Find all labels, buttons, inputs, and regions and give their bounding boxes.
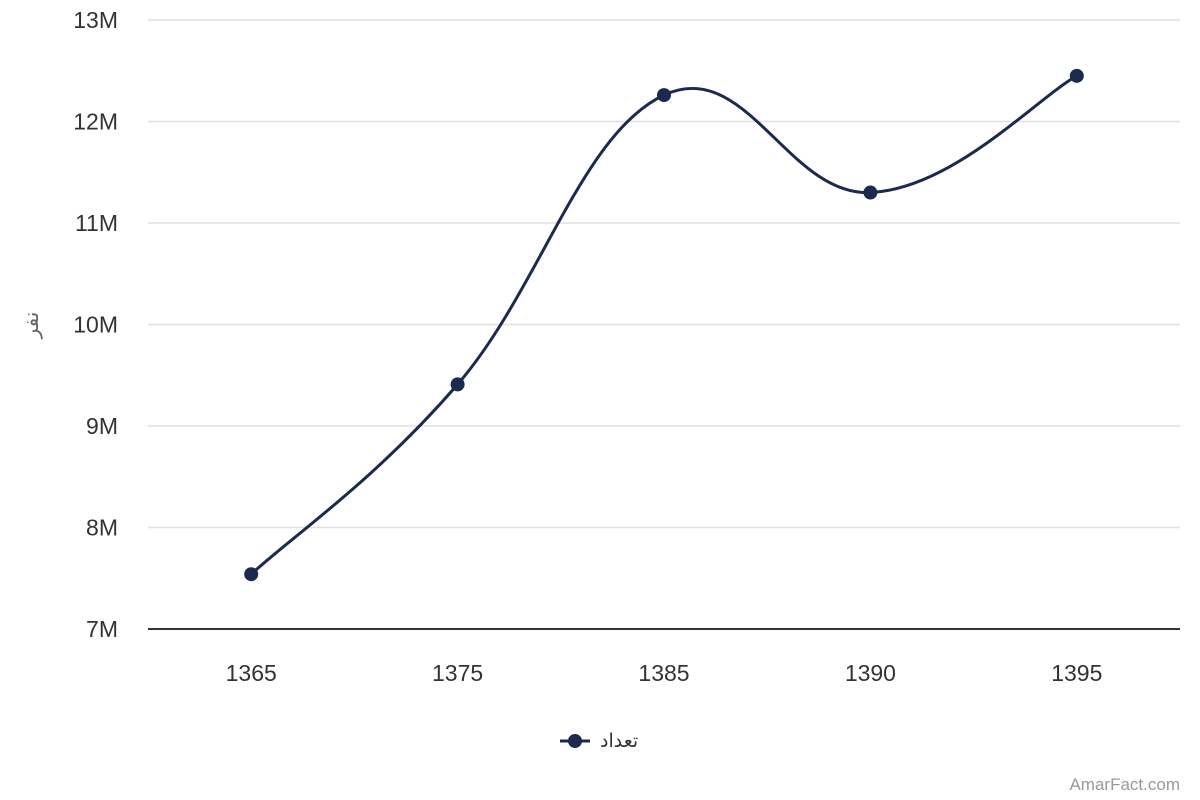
y-tick-label: 13M [73,7,118,33]
x-tick-label: 1385 [638,660,689,686]
legend[interactable]: تعداد [560,730,638,752]
legend-item-label[interactable]: تعداد [600,730,638,752]
data-point[interactable] [450,377,465,392]
data-point[interactable] [244,567,259,582]
x-tick-label: 1390 [845,660,896,686]
y-axis-tick-labels: 7M 8M 9M 10M 11M 12M 13M [73,7,118,642]
y-tick-label: 8M [86,515,118,541]
x-tick-label: 1365 [226,660,277,686]
y-tick-label: 11M [75,210,118,236]
y-axis-label: نفر [19,312,43,340]
y-tick-label: 9M [86,413,118,439]
y-gridlines [148,19,1180,529]
legend-marker [568,734,582,748]
data-point[interactable] [1069,68,1084,83]
series-line [250,74,1078,576]
data-point[interactable] [657,88,671,103]
data-point[interactable] [863,185,878,200]
series-points[interactable] [244,68,1084,582]
x-axis-tick-labels: 1365 1375 1385 1390 1395 [226,660,1103,686]
y-tick-label: 12M [73,109,118,135]
x-tick-label: 1395 [1051,660,1102,686]
x-tick-label: 1375 [432,660,483,686]
credit-link[interactable]: AmarFact.com [1069,775,1180,794]
y-tick-label: 7M [86,616,118,642]
y-tick-label: 10M [73,312,118,338]
